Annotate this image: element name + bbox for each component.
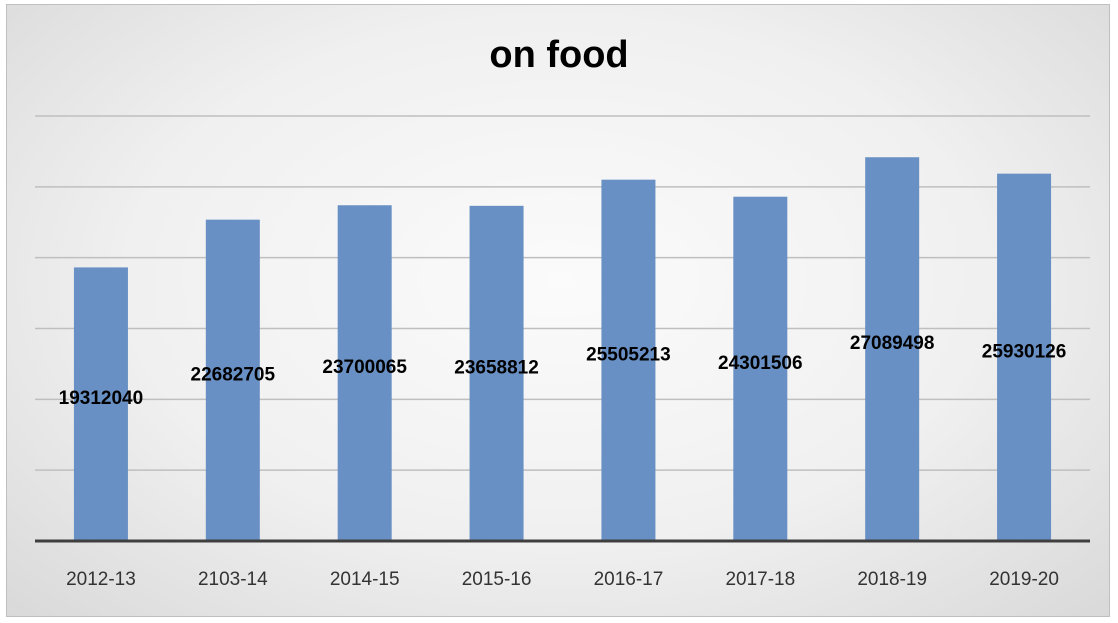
bar xyxy=(73,267,128,541)
data-label: 22682705 xyxy=(191,364,276,385)
data-label: 23658812 xyxy=(454,357,539,378)
data-label: 19312040 xyxy=(59,388,144,409)
x-tick-label: 2015-16 xyxy=(462,569,532,590)
bar xyxy=(337,205,392,541)
bar xyxy=(997,173,1052,541)
data-label: 24301506 xyxy=(718,353,803,374)
bar xyxy=(865,157,920,541)
chart-title: on food xyxy=(489,34,629,76)
data-label: 25505213 xyxy=(586,344,671,365)
x-tick-label: 2103-14 xyxy=(198,569,268,590)
chart-area xyxy=(6,4,1110,617)
x-tick-label: 2014-15 xyxy=(330,569,400,590)
bar xyxy=(733,196,788,541)
x-tick-label: 2018-19 xyxy=(857,569,927,590)
x-tick-label: 2019-20 xyxy=(989,569,1059,590)
data-label: 23700065 xyxy=(322,357,407,378)
bar xyxy=(469,205,524,541)
x-tick-label: 2012-13 xyxy=(66,569,136,590)
x-tick-label: 2016-17 xyxy=(594,569,664,590)
bar xyxy=(601,179,656,541)
x-tick-label: 2017-18 xyxy=(725,569,795,590)
data-label: 27089498 xyxy=(850,333,935,354)
data-label: 25930126 xyxy=(982,341,1067,362)
bar xyxy=(205,219,260,541)
